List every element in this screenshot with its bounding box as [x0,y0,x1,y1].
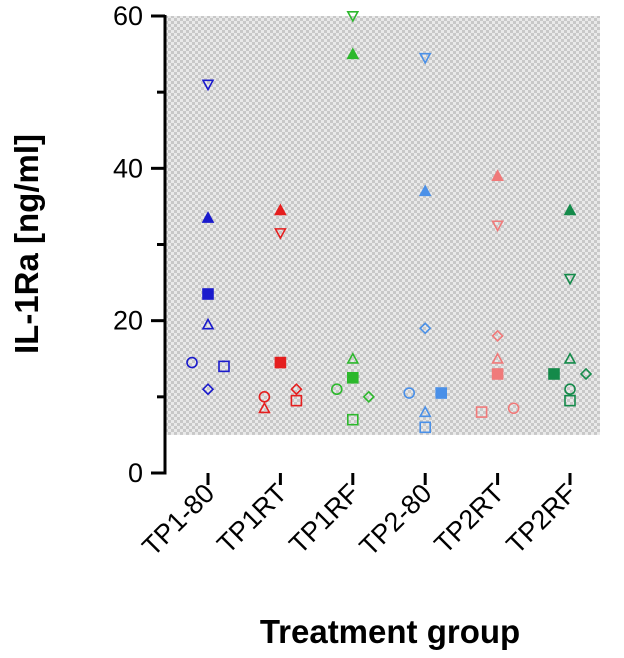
data-point-circle-open [330,383,343,396]
y-tick-label: 40 [113,153,143,183]
data-point-diamond-open [579,367,593,381]
data-point-square-filled [435,387,448,399]
data-point-triangle-down-open [563,273,577,286]
data-point-square-open [346,413,359,426]
data-point-diamond-open [201,383,215,396]
data-point-triangle-filled [346,47,360,60]
data-point-square-filled [274,356,287,369]
data-point-diamond-open [491,329,504,343]
data-point-diamond-open [419,322,432,335]
x-axis-title: Treatment group [260,613,520,650]
data-point-triangle-filled [563,203,577,216]
x-tick-label: TP2RT [429,478,510,559]
x-tick-label: TP1RF [283,478,365,560]
data-point-square-filled [548,368,560,380]
data-point-square-open [290,394,303,407]
data-point-triangle-down-open [274,228,287,240]
data-point-triangle-open [201,317,215,330]
y-axis-ticks: 0 20 40 60 [113,1,165,488]
data-point-triangle-down-open [418,52,432,65]
data-point-diamond-open [290,383,303,396]
data-point-square-filled [491,368,504,380]
data-point-circle-open [507,402,520,415]
x-tick-label: TP2RF [501,478,583,560]
data-point-square-open [218,360,230,373]
data-point-triangle-open [418,405,432,418]
data-point-triangle-open [563,352,577,364]
data-point-circle-open [186,356,198,369]
data-point-triangle-down-open [346,11,360,23]
data-point-square-open [475,406,488,418]
data-point-triangle-down-open [201,79,215,92]
y-tick-label: 20 [113,306,143,336]
x-tick-label: TP1RT [211,478,292,559]
data-point-triangle-open [346,352,360,364]
data-point-diamond-open [362,390,375,403]
y-tick-label: 0 [128,458,143,488]
data-point-circle-open [403,387,416,399]
data-point-triangle-filled [491,169,504,181]
data-point-triangle-filled [418,184,432,197]
data-point-square-filled [346,371,359,384]
y-axis-title: IL-1Ra [ng/ml] [8,134,45,354]
data-point-triangle-down-open [491,220,504,233]
x-tick-label: TP2-80 [354,478,438,562]
y-tick-label: 60 [113,1,143,31]
x-tick-label: TP1-80 [136,478,220,562]
data-point-triangle-open [258,401,271,414]
data-point-circle-open [564,383,576,396]
data-point-triangle-filled [274,203,287,216]
data-points [186,11,593,434]
shaded-region [165,16,600,435]
data-point-square-open [419,421,432,434]
data-point-triangle-open [491,352,504,364]
data-point-square-open [564,394,576,407]
data-point-square-filled [202,288,214,300]
data-point-triangle-filled [201,211,215,223]
